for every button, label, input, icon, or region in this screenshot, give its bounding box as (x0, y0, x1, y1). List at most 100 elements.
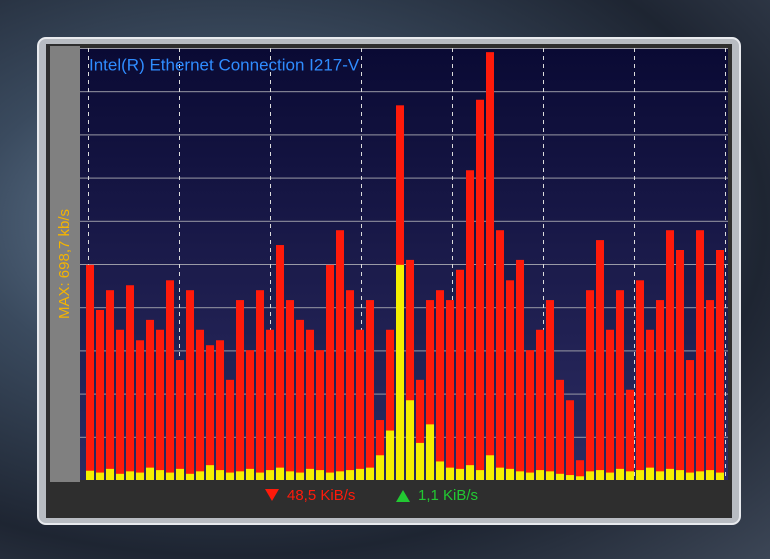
download-bar (366, 300, 374, 480)
upload-bar (236, 471, 244, 480)
download-bar (296, 319, 304, 480)
download-bar (436, 290, 444, 480)
upload-bar (716, 472, 724, 480)
upload-bar (506, 468, 514, 480)
download-bar (326, 264, 334, 480)
download-bar (226, 379, 234, 480)
upload-bar (616, 468, 624, 480)
download-bar (346, 290, 354, 480)
upload-bar (206, 465, 214, 480)
download-bar (466, 170, 474, 481)
download-bar (276, 245, 284, 480)
upload-bar (316, 470, 324, 480)
upload-bar (356, 468, 364, 480)
download-bar (686, 360, 694, 480)
download-bar (356, 329, 364, 480)
download-bar (526, 350, 534, 480)
download-bar (106, 290, 114, 480)
download-bar (236, 300, 244, 480)
upload-bar (526, 472, 534, 480)
download-bar (716, 249, 724, 480)
upload-bar (146, 467, 154, 480)
upload-bar (486, 455, 494, 480)
upload-rate: 1,1 KiB/s (418, 487, 478, 504)
download-bar (586, 290, 594, 480)
download-bar (256, 290, 264, 480)
download-bar (246, 350, 254, 480)
download-arrow (265, 489, 279, 501)
upload-bar (416, 442, 424, 480)
upload-bar (566, 475, 574, 480)
download-bar (116, 329, 124, 480)
download-bar (146, 319, 154, 480)
upload-bar (286, 471, 294, 480)
download-bar (426, 300, 434, 480)
upload-bar (436, 461, 444, 480)
download-bar (306, 329, 314, 480)
download-bar (156, 329, 164, 480)
upload-bar (96, 472, 104, 480)
upload-bar (306, 468, 314, 480)
download-bar (636, 280, 644, 480)
upload-bar (216, 470, 224, 480)
upload-bar (176, 468, 184, 480)
download-bar (496, 230, 504, 480)
upload-bar (226, 472, 234, 480)
download-bar (666, 230, 674, 480)
upload-bar (586, 471, 594, 480)
download-bar (456, 269, 464, 480)
upload-bar (496, 467, 504, 480)
upload-bar (676, 470, 684, 480)
download-bar (376, 420, 384, 480)
upload-bar (186, 473, 194, 480)
download-bar (546, 300, 554, 480)
download-bar (536, 329, 544, 480)
upload-bar (276, 467, 284, 480)
upload-bar (606, 472, 614, 480)
upload-bar (636, 470, 644, 480)
upload-bar (596, 470, 604, 480)
upload-bar (266, 470, 274, 480)
download-bar (616, 290, 624, 480)
download-bar (516, 259, 524, 480)
upload-bar (556, 473, 564, 480)
download-bar (406, 259, 414, 480)
upload-bar (166, 472, 174, 480)
upload-bar (296, 472, 304, 480)
adapter-title: Intel(R) Ethernet Connection I217-V (89, 55, 360, 74)
download-bar (486, 52, 494, 481)
upload-bar (386, 430, 394, 480)
download-bar (206, 345, 214, 480)
download-bar (476, 99, 484, 480)
upload-bar (536, 470, 544, 480)
download-bar (176, 360, 184, 480)
upload-bar (116, 473, 124, 480)
download-bar (386, 329, 394, 480)
upload-bar (376, 455, 384, 480)
upload-bar (336, 471, 344, 480)
download-bar (656, 300, 664, 480)
upload-bar (406, 400, 414, 480)
upload-bar (626, 471, 634, 480)
upload-bar (126, 471, 134, 480)
max-label: MAX: 698,7 kb/s (56, 209, 73, 319)
upload-arrow (396, 490, 410, 502)
download-bar (626, 389, 634, 480)
download-bar (316, 350, 324, 480)
download-bar (606, 329, 614, 480)
download-bar (136, 340, 144, 480)
upload-bar (696, 471, 704, 480)
download-bar (576, 460, 584, 480)
download-bar (286, 300, 294, 480)
download-bar (266, 329, 274, 480)
upload-bar (256, 472, 264, 480)
upload-bar (366, 467, 374, 480)
upload-bar (156, 470, 164, 480)
download-bar (166, 280, 174, 480)
upload-bar (326, 472, 334, 480)
upload-bar (576, 476, 584, 480)
upload-bar (466, 465, 474, 480)
upload-bar (706, 470, 714, 480)
